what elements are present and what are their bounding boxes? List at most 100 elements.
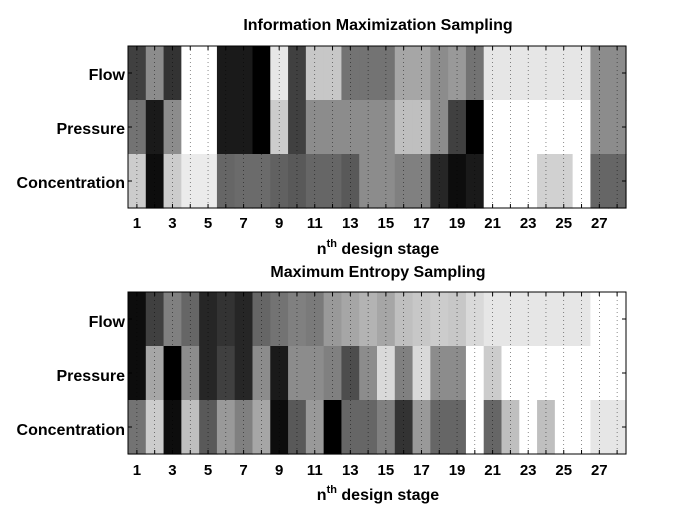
cell-flow-stage-28 <box>608 46 627 101</box>
cell-concentration-stage-12 <box>323 154 343 209</box>
cell-pressure-stage-16 <box>394 100 414 155</box>
grid-lines <box>136 292 618 454</box>
cell-pressure-stage-3 <box>163 346 182 401</box>
cell-flow-stage-1 <box>128 292 147 347</box>
cell-concentration-stage-24 <box>537 400 556 455</box>
heatmap-panel-information-maximization: Information Maximization Sampling Flow P… <box>17 17 627 258</box>
row-label-concentration: Concentration <box>17 175 125 192</box>
x-tick-label-11: 11 <box>307 462 323 479</box>
cell-flow-stage-13 <box>341 46 360 101</box>
x-axis-label: nth design stage <box>317 484 440 504</box>
cell-pressure-stage-24 <box>537 100 556 155</box>
row-label-pressure: Pressure <box>57 368 126 385</box>
cell-concentration-stage-12 <box>323 400 343 455</box>
cell-pressure-stage-16 <box>394 346 414 401</box>
cell-flow-stage-24 <box>537 292 556 347</box>
cell-pressure-stage-2 <box>145 100 165 155</box>
x-tick-label-17: 17 <box>413 462 430 479</box>
cell-concentration-stage-10 <box>288 154 307 209</box>
cell-pressure-stage-12 <box>323 346 343 401</box>
cell-concentration-stage-18 <box>430 400 449 455</box>
x-tick-labels: 1 3 5 7 9 11 13 15 17 19 21 23 25 27 <box>133 462 608 479</box>
cell-pressure-stage-15 <box>377 346 396 401</box>
cell-flow-stage-23 <box>519 46 538 101</box>
cell-concentration-stage-16 <box>394 154 414 209</box>
cell-concentration-stage-23 <box>519 154 538 209</box>
cell-flow-stage-21 <box>483 46 503 101</box>
x-label-rest: design stage <box>337 487 439 504</box>
row-label-pressure: Pressure <box>57 121 126 138</box>
grid-lines <box>136 46 618 208</box>
cell-concentration-stage-1 <box>128 400 147 455</box>
cell-flow-stage-21 <box>483 292 503 347</box>
heatmap-cells <box>128 292 627 455</box>
cell-flow-stage-4 <box>181 292 200 347</box>
axis-ticks <box>128 46 626 208</box>
cell-pressure-stage-19 <box>448 100 467 155</box>
cell-pressure-stage-13 <box>341 346 360 401</box>
cell-flow-stage-18 <box>430 46 449 101</box>
cell-pressure-stage-24 <box>537 346 556 401</box>
cell-flow-stage-12 <box>323 292 343 347</box>
x-tick-label-7: 7 <box>239 215 247 232</box>
cell-pressure-stage-14 <box>359 346 378 401</box>
cell-flow-stage-7 <box>234 292 254 347</box>
cell-flow-stage-24 <box>537 46 556 101</box>
x-tick-label-15: 15 <box>378 215 395 232</box>
cell-concentration-stage-9 <box>270 400 289 455</box>
cell-concentration-stage-16 <box>394 400 414 455</box>
cell-flow-stage-3 <box>163 292 182 347</box>
cell-flow-stage-11 <box>305 292 325 347</box>
cell-flow-stage-2 <box>145 292 165 347</box>
cell-concentration-stage-20 <box>465 154 485 209</box>
cell-concentration-stage-10 <box>288 400 307 455</box>
cell-concentration-stage-25 <box>554 154 574 209</box>
cell-flow-stage-3 <box>163 46 182 101</box>
x-tick-labels: 1 3 5 7 9 11 13 15 17 19 21 23 25 27 <box>133 215 608 232</box>
cell-concentration-stage-14 <box>359 400 378 455</box>
heatmap-cells <box>128 46 627 209</box>
x-tick-label-27: 27 <box>591 462 608 479</box>
x-tick-label-11: 11 <box>307 215 323 232</box>
heatmap-panel-maximum-entropy: Maximum Entropy Sampling Flow Pressure C… <box>17 264 627 504</box>
cell-flow-stage-9 <box>270 292 289 347</box>
cell-flow-stage-8 <box>252 46 271 101</box>
cell-pressure-stage-5 <box>199 100 218 155</box>
cell-concentration-stage-21 <box>483 154 503 209</box>
cell-concentration-stage-6 <box>216 154 236 209</box>
cell-flow-stage-25 <box>554 46 574 101</box>
x-label-n: n <box>317 487 327 504</box>
cell-flow-stage-6 <box>216 46 236 101</box>
cell-concentration-stage-25 <box>554 400 574 455</box>
cell-flow-stage-1 <box>128 46 147 101</box>
cell-flow-stage-20 <box>465 46 485 101</box>
x-tick-label-7: 7 <box>239 462 247 479</box>
x-tick-label-25: 25 <box>555 462 572 479</box>
cell-concentration-stage-2 <box>145 154 165 209</box>
cell-pressure-stage-22 <box>501 346 520 401</box>
cell-pressure-stage-23 <box>519 346 538 401</box>
cell-flow-stage-14 <box>359 292 378 347</box>
cell-pressure-stage-1 <box>128 100 147 155</box>
cell-flow-stage-11 <box>305 46 325 101</box>
cell-concentration-stage-3 <box>163 400 182 455</box>
cell-flow-stage-8 <box>252 292 271 347</box>
cell-concentration-stage-27 <box>590 154 609 209</box>
cell-flow-stage-7 <box>234 46 254 101</box>
cell-pressure-stage-10 <box>288 346 307 401</box>
cell-concentration-stage-28 <box>608 154 627 209</box>
cell-concentration-stage-27 <box>590 400 609 455</box>
cell-flow-stage-27 <box>590 292 609 347</box>
cell-flow-stage-25 <box>554 292 574 347</box>
cell-concentration-stage-13 <box>341 154 360 209</box>
x-tick-label-17: 17 <box>413 215 430 232</box>
cell-pressure-stage-20 <box>465 100 485 155</box>
cell-pressure-stage-18 <box>430 100 449 155</box>
cell-pressure-stage-17 <box>412 100 431 155</box>
cell-concentration-stage-7 <box>234 400 254 455</box>
cell-concentration-stage-8 <box>252 400 271 455</box>
cell-concentration-stage-8 <box>252 154 271 209</box>
cell-concentration-stage-24 <box>537 154 556 209</box>
cell-pressure-stage-6 <box>216 346 236 401</box>
